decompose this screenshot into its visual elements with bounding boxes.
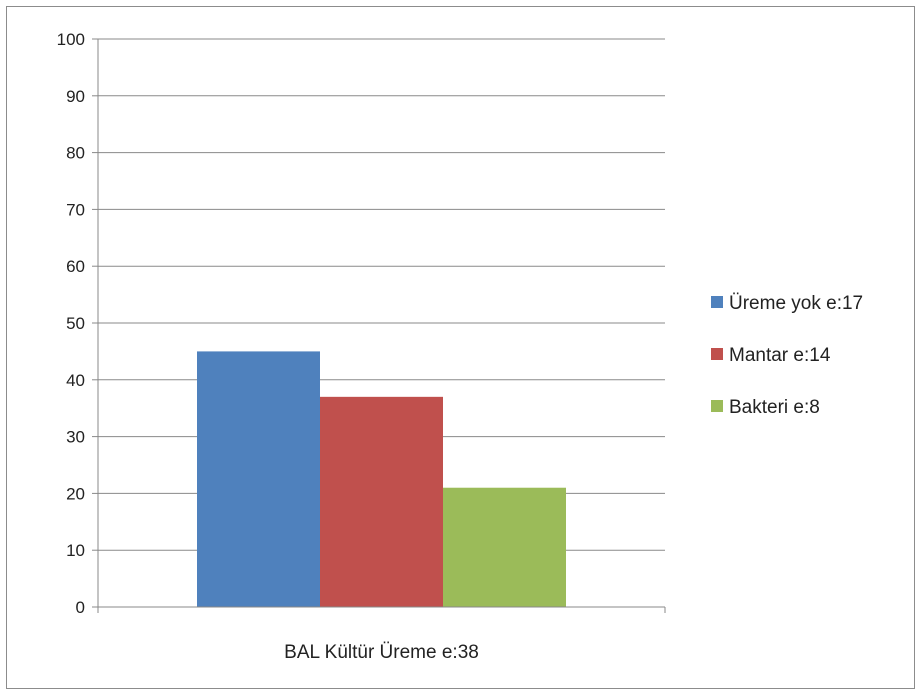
legend-label: Bakteri e:8: [729, 397, 820, 418]
bar-2: [320, 396, 443, 607]
legend-label: Üreme yok e:17: [729, 293, 863, 314]
bar-3: [443, 487, 566, 607]
bars: [197, 351, 566, 607]
legend-swatch: [711, 296, 723, 308]
y-tick-label: 70: [66, 200, 85, 219]
legend: Üreme yok e:17 Mantar e:14 Bakteri e:8: [711, 293, 863, 418]
legend-swatch: [711, 348, 723, 360]
y-tick-label: 90: [66, 87, 85, 106]
y-tick-label: 0: [76, 598, 85, 617]
y-tick-label: 80: [66, 144, 85, 163]
y-tick-label: 60: [66, 257, 85, 276]
y-axis-ticks: 0 10 20 30 40 50 60 70 80 90 100: [57, 30, 98, 617]
y-tick-label: 20: [66, 484, 85, 503]
y-tick-label: 30: [66, 428, 85, 447]
y-tick-label: 10: [66, 541, 85, 560]
x-axis-ticks: [97, 607, 666, 613]
bar-1: [197, 351, 320, 607]
legend-label: Mantar e:14: [729, 345, 831, 366]
y-tick-label: 40: [66, 371, 85, 390]
x-category-label: BAL Kültür Üreme e:38: [284, 642, 479, 663]
y-tick-label: 100: [57, 30, 85, 49]
legend-swatch: [711, 400, 723, 412]
y-tick-label: 50: [66, 314, 85, 333]
gridlines: [98, 38, 665, 551]
